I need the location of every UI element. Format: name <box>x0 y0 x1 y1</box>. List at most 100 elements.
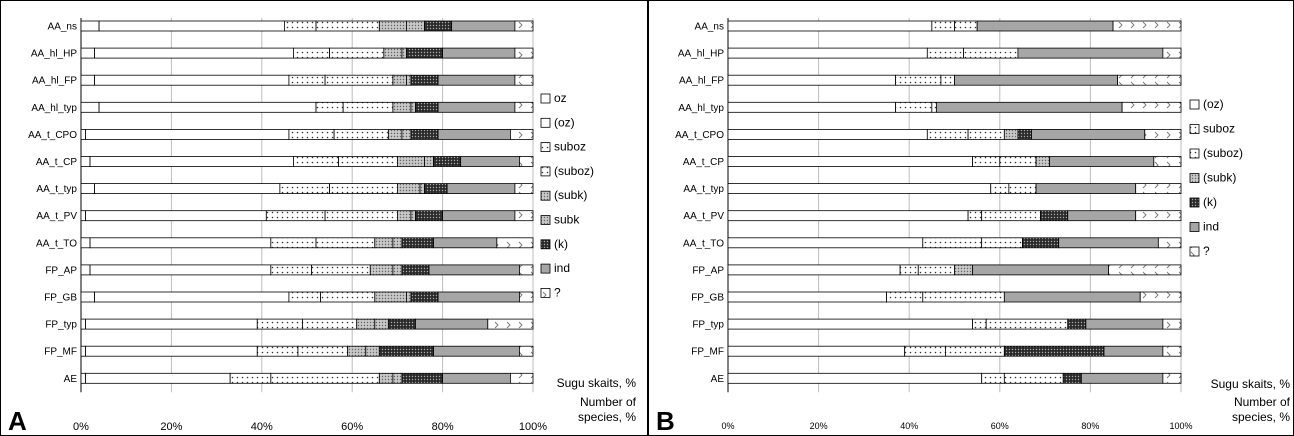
bar-segment-aa-t-pv-suboz <box>265 210 326 222</box>
bar-segment-fp-typ-x <box>1162 318 1182 330</box>
bar-segment-aa-t-typ-x <box>514 183 534 195</box>
bar-segment-aa-hl-fp-suboz <box>895 74 942 86</box>
bar-segment-ae-oz <box>85 372 231 384</box>
category-label-aa-t-pv: AA_t_PV <box>36 211 77 222</box>
bar-segment-aa-hl-typ-k <box>415 101 439 113</box>
bar-segment-aa-t-cp-ind <box>460 156 520 167</box>
legend-label-subk: subk <box>554 213 580 227</box>
bar-segment-fp-ap-ind <box>428 264 520 276</box>
legend-swatch-subk <box>540 215 551 225</box>
bar-segment-aa-t-to-subk <box>374 237 394 249</box>
bar-segment-aa-hl-typ-ind <box>935 101 1123 113</box>
bar-segment-fp-gb-oz <box>94 291 290 303</box>
bar-segment-aa-hl-fp-x <box>514 74 534 86</box>
bar-segment-aa-t-cp-subk <box>396 156 425 167</box>
bar-segment-fp-ap-subk <box>369 264 394 276</box>
bar-segment-aa-t-pv-suboz <box>967 210 983 222</box>
bar-segment-aa-t-pv-ind <box>1067 210 1137 222</box>
bar-segment-ae-suboz <box>229 372 272 384</box>
bar-segment-aa-t-pv-x <box>1135 210 1182 222</box>
bar-segment-aa-t-cpo-suboz <box>288 128 335 140</box>
bar-segment-aa-t-cp-subk <box>424 156 434 167</box>
bar-segment-ae-k <box>1062 372 1082 384</box>
bar-segment-aa-ns-suboz <box>315 20 380 32</box>
legend-swatch-x <box>1189 246 1200 257</box>
bar-segment-aa-hl-hp-x <box>514 47 534 59</box>
bar-segment-aa-t-to-x <box>496 237 534 249</box>
bar-segment-aa-hl-typ-subk <box>410 101 416 113</box>
bar-segment-aa-hl-hp-suboz <box>293 47 331 59</box>
bar-segment-aa-hl-typ-oz <box>80 101 100 113</box>
legend-label-suboz: (suboz) <box>554 164 594 178</box>
bar-segment-aa-t-cp-x <box>519 156 534 167</box>
category-label-ae: AE <box>64 374 78 385</box>
bar-segment-aa-hl-fp-ind <box>437 74 516 86</box>
legend-swatch-oz <box>540 93 551 104</box>
bar-segment-aa-hl-hp-oz <box>727 47 928 59</box>
bar-segment-aa-t-cp-subk <box>1035 156 1051 167</box>
legend-swatch-subk <box>1189 173 1200 183</box>
bar-segment-aa-t-pv-k <box>1040 210 1069 222</box>
bar-segment-fp-gb-ind <box>1003 291 1141 303</box>
bar-segment-aa-ns-x <box>1112 20 1182 32</box>
bar-segment-fp-gb-k <box>410 291 439 303</box>
bar-segment-aa-t-cpo-suboz <box>926 128 969 140</box>
bar-segment-aa-hl-typ-oz <box>727 101 897 113</box>
bar-segment-aa-t-typ-subk <box>396 183 421 195</box>
legend-swatch-suboz <box>540 166 551 177</box>
bar-segment-aa-t-to-k <box>401 237 434 249</box>
bar-segment-aa-t-pv-ind <box>442 210 516 222</box>
panel-letter: B <box>656 406 675 436</box>
chart-b: AA_ns AA_hl_HP AA_hl_FP AA_hl_typ AA_t_CPO AA… <box>648 0 1294 436</box>
bar-segment-aa-ns-suboz <box>931 20 955 32</box>
bar-segment-aa-ns-oz <box>727 20 933 32</box>
bar-segment-aa-hl-typ-suboz <box>931 101 937 113</box>
bar-segment-fp-mf-oz <box>85 345 258 357</box>
legend-swatch-suboz <box>1189 148 1200 159</box>
bar-segment-aa-hl-hp-oz <box>80 47 95 59</box>
legend: (oz) suboz (suboz) (subk) (k) ind? <box>1189 97 1243 258</box>
axis-label-et: Sugu skaits, % <box>1211 377 1291 391</box>
legend-label-suboz: suboz <box>1203 122 1235 136</box>
bar-segment-aa-t-to-x <box>1157 237 1182 249</box>
bar-segment-aa-hl-typ-oz <box>98 101 317 113</box>
bar-segment-aa-ns-suboz <box>954 20 978 32</box>
bar-segment-aa-hl-fp-suboz <box>288 74 326 86</box>
bar-segment-aa-ns-x <box>514 20 534 32</box>
bar-segment-aa-t-to-oz <box>80 237 91 249</box>
x-tick-label: 100% <box>1169 421 1192 431</box>
bar-segment-aa-t-typ-ind <box>446 183 516 195</box>
bar-segment-fp-ap-suboz <box>899 264 919 276</box>
bar-segment-aa-t-typ-x <box>1135 183 1182 195</box>
bar-segment-fp-gb-subk <box>374 291 407 303</box>
legend-swatch-suboz <box>540 142 551 153</box>
bar-segment-aa-t-to-ind <box>1058 237 1159 249</box>
bar-segment-aa-t-cp-ind <box>1049 156 1155 167</box>
legend-swatch-ind <box>540 263 551 274</box>
bar-segment-aa-hl-fp-ind <box>954 74 1118 86</box>
bar-segment-aa-hl-fp-oz <box>80 74 95 86</box>
bar-segment-aa-hl-hp-oz <box>94 47 294 59</box>
bar-segment-aa-t-cpo-k <box>410 128 439 140</box>
bar-segment-fp-typ-k <box>1067 318 1087 330</box>
legend: oz (oz) suboz (suboz) (subk) subk (k) ind? <box>540 91 594 299</box>
x-tick-label: 60% <box>341 421 363 433</box>
bar-segment-aa-t-pv-subk <box>396 210 412 222</box>
category-label-aa-ns: AA_ns <box>695 22 724 33</box>
bar-segment-aa-t-cpo-subk <box>387 128 403 140</box>
bar-segment-fp-mf-oz <box>80 345 86 357</box>
legend-swatch-k <box>1189 197 1200 208</box>
bar-segment-aa-hl-fp-k <box>410 74 439 86</box>
category-label-aa-hl-typ: AA_hl_typ <box>31 103 77 114</box>
legend-swatch-x <box>540 287 551 298</box>
category-label-aa-t-typ: AA_t_typ <box>683 184 724 195</box>
legend-swatch-oz <box>540 117 551 128</box>
bar-segment-fp-gb-suboz <box>886 291 924 303</box>
bar-segment-aa-t-to-oz <box>727 237 924 249</box>
bar-segment-fp-typ-suboz <box>302 318 358 330</box>
bar-segment-aa-t-to-suboz <box>981 237 1023 249</box>
legend-label-oz: oz <box>554 91 567 105</box>
bar-segment-ae-subk <box>392 372 403 384</box>
legend-swatch-ind <box>1189 222 1200 232</box>
bar-segment-aa-t-typ-oz <box>80 183 95 195</box>
